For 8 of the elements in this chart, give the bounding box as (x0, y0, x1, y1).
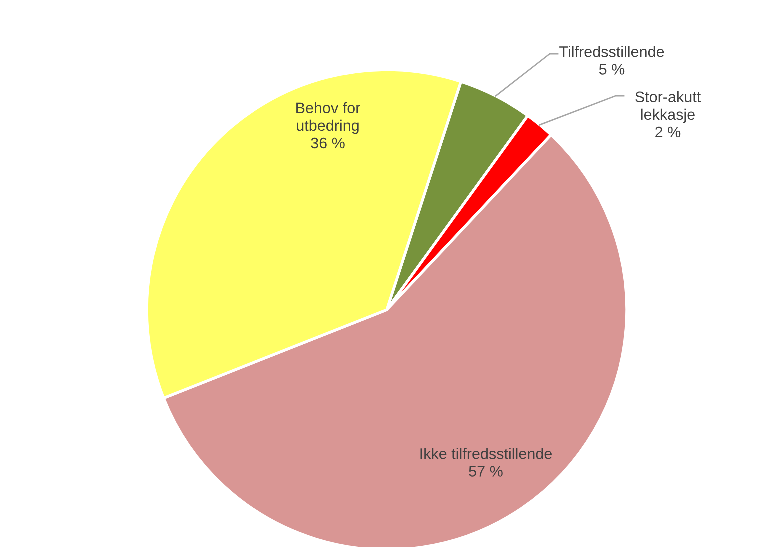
data-label: 2 % (656, 126, 681, 138)
data-label: 57 % (469, 466, 503, 477)
data-label: 5 % (599, 64, 625, 75)
slice-label: Stor-akutt lekkasje (636, 91, 702, 124)
slice-label: Tilfredsstillende (560, 46, 664, 58)
slice-label: Behov for utbedring (296, 102, 360, 134)
data-label: 36 % (311, 138, 345, 149)
slice-label: Ikke tilfredsstillende (420, 448, 552, 460)
